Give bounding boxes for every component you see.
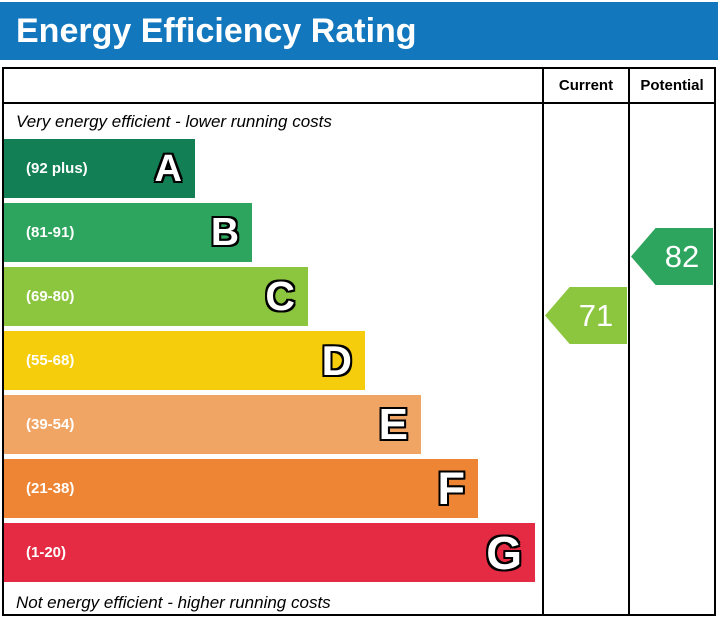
band-range-label: (1-20) xyxy=(26,544,67,561)
band-row-c: (69-80) C xyxy=(4,267,308,326)
band-letter: A xyxy=(154,147,182,190)
current-rating-arrow: 71 xyxy=(545,287,627,344)
potential-rating-arrow-value: 82 xyxy=(664,238,700,274)
potential-rating-arrow: 82 xyxy=(631,228,713,285)
current-column: 71 xyxy=(542,104,628,614)
band-range-label: (69-80) xyxy=(26,288,75,305)
band-letter: D xyxy=(321,336,352,384)
title-bar: Energy Efficiency Rating xyxy=(0,2,718,60)
band-row-e: (39-54) E xyxy=(4,395,421,454)
bottom-note: Not energy efficient - higher running co… xyxy=(16,592,331,612)
potential-column: 82 xyxy=(628,104,714,614)
band-letter: F xyxy=(437,463,466,514)
band-range-label: (21-38) xyxy=(26,480,75,497)
rating-bands: (92 plus) A (81-91) B (69-80) C (55-68) D (39-54… xyxy=(4,139,542,582)
top-note: Very energy efficient - lower running co… xyxy=(16,111,332,131)
band-range-label: (55-68) xyxy=(26,352,75,369)
bands-area: Very energy efficient - lower running co… xyxy=(4,104,542,614)
band-letter: C xyxy=(265,273,295,319)
band-letter: B xyxy=(210,211,239,254)
epc-chart: Current Potential Very energy efficient … xyxy=(2,67,716,616)
potential-column-header: Potential xyxy=(628,69,714,102)
band-row-f: (21-38) F xyxy=(4,459,478,518)
band-letter: G xyxy=(486,526,522,579)
band-row-g: (1-20) G xyxy=(4,523,535,582)
table-header-row: Current Potential xyxy=(4,69,714,104)
band-letter: E xyxy=(378,399,408,449)
band-range-label: (92 plus) xyxy=(26,160,88,177)
band-row-b: (81-91) B xyxy=(4,203,252,262)
band-range-label: (81-91) xyxy=(26,224,75,241)
current-rating-arrow-value: 71 xyxy=(578,297,614,333)
page-title: Energy Efficiency Rating xyxy=(16,11,417,50)
band-row-a: (92 plus) A xyxy=(4,139,195,198)
header-spacer xyxy=(4,69,542,102)
table-body-row: Very energy efficient - lower running co… xyxy=(4,104,714,614)
band-row-d: (55-68) D xyxy=(4,331,365,390)
band-range-label: (39-54) xyxy=(26,416,75,433)
current-column-header: Current xyxy=(542,69,628,102)
